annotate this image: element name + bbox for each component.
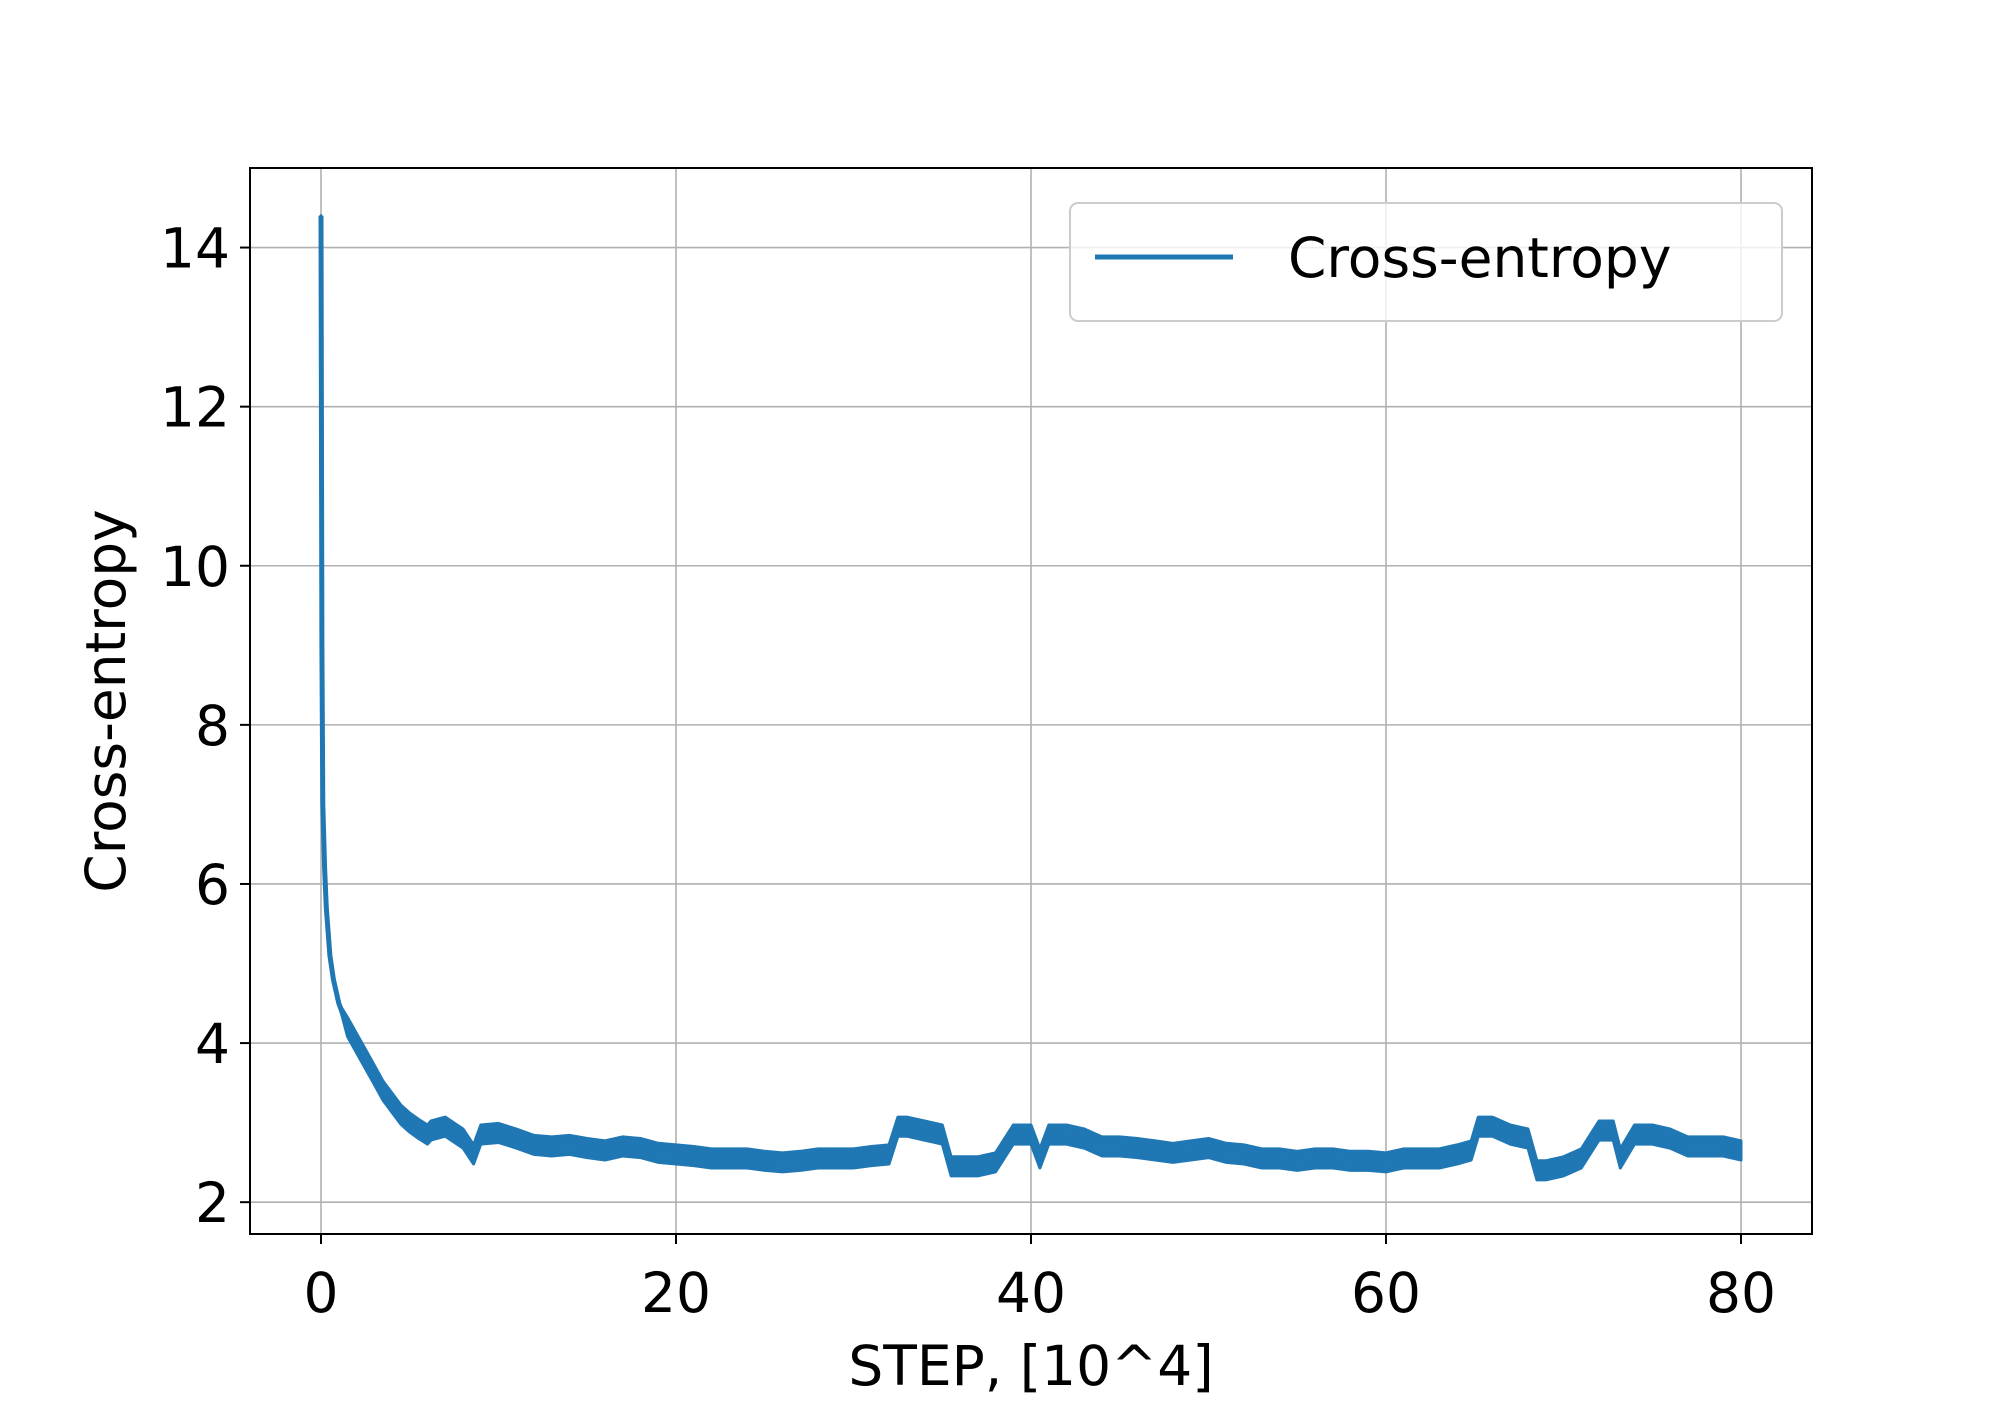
y-tick-label: 4 <box>195 1012 230 1076</box>
legend-box <box>1069 202 1783 322</box>
x-tick-label: 60 <box>1351 1261 1421 1325</box>
grid <box>250 168 1812 1234</box>
y-axis-label: Cross-entropy <box>74 509 138 892</box>
ticks: 0 20 40 60 80 2 4 6 8 10 12 14 <box>160 217 1776 1325</box>
legend-entry-cross-entropy: Cross-entropy <box>1288 226 1671 290</box>
x-tick-label: 80 <box>1706 1261 1776 1325</box>
y-tick-label: 14 <box>160 217 230 281</box>
y-tick-label: 8 <box>195 694 230 758</box>
x-tick-label: 40 <box>996 1261 1066 1325</box>
x-tick-label: 0 <box>304 1261 339 1325</box>
y-tick-label: 6 <box>195 853 230 917</box>
y-tick-label: 12 <box>160 376 230 440</box>
series-layer <box>318 214 1743 1182</box>
x-tick-label: 20 <box>641 1261 711 1325</box>
series-line-cross-entropy <box>318 215 1742 1173</box>
y-tick-label: 2 <box>195 1171 230 1235</box>
legend: Cross-entropy <box>1069 202 1783 322</box>
y-tick-label: 10 <box>160 535 230 599</box>
x-axis-label: STEP, [10^4] <box>848 1334 1213 1398</box>
